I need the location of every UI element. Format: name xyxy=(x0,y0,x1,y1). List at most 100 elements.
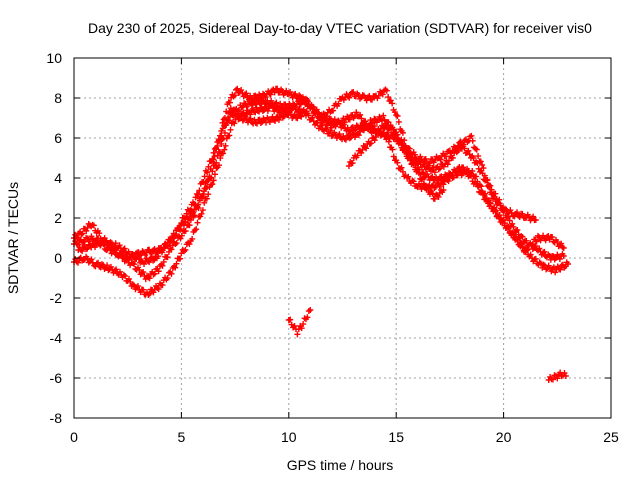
data-point xyxy=(295,326,302,333)
data-point xyxy=(221,129,228,136)
data-point xyxy=(552,269,559,276)
data-point xyxy=(523,237,530,244)
data-point xyxy=(259,108,266,115)
data-point xyxy=(358,149,365,156)
data-point xyxy=(549,234,556,241)
data-point xyxy=(417,153,424,160)
data-point xyxy=(220,135,227,142)
data-point xyxy=(120,246,127,253)
data-point xyxy=(177,235,184,242)
data-point xyxy=(492,209,499,216)
data-point xyxy=(506,217,513,224)
data-point xyxy=(473,173,480,180)
data-point xyxy=(505,224,512,231)
data-point xyxy=(362,118,369,125)
data-point xyxy=(304,96,311,103)
data-point xyxy=(273,99,280,106)
data-point xyxy=(394,112,401,119)
data-point xyxy=(479,161,486,168)
axis-ticks: 0 5 10 15 20 25 -8 -6 -4 -2 0 2 4 6 8 10 xyxy=(46,50,619,445)
data-point xyxy=(560,245,567,251)
data-point xyxy=(210,149,217,156)
data-point xyxy=(78,231,85,238)
y-tick-label: 0 xyxy=(54,250,62,266)
data-point xyxy=(135,283,142,290)
data-point xyxy=(192,194,199,201)
data-point xyxy=(429,190,436,197)
data-point xyxy=(393,112,400,119)
y-tick-label: -8 xyxy=(50,410,63,426)
data-point xyxy=(168,246,175,253)
data-point xyxy=(125,275,132,282)
data-point xyxy=(500,217,507,224)
data-point xyxy=(468,132,475,139)
data-point xyxy=(257,119,264,126)
data-point xyxy=(399,168,406,175)
data-point xyxy=(140,286,147,293)
data-point xyxy=(155,286,162,293)
data-point xyxy=(182,218,189,225)
data-point xyxy=(519,233,526,240)
data-point xyxy=(509,229,516,236)
data-point xyxy=(121,245,128,252)
data-point xyxy=(444,161,451,168)
data-point xyxy=(449,154,456,161)
data-point xyxy=(482,190,489,197)
data-point xyxy=(211,171,218,178)
data-point xyxy=(422,155,429,162)
data-point xyxy=(363,145,370,152)
data-point xyxy=(189,209,196,216)
data-point xyxy=(151,270,158,277)
data-point xyxy=(389,146,396,153)
data-point xyxy=(284,111,291,118)
data-point xyxy=(266,118,273,125)
data-point xyxy=(231,120,238,127)
data-point xyxy=(518,233,525,240)
data-point xyxy=(401,144,408,151)
data-point xyxy=(155,268,162,275)
data-point xyxy=(265,101,272,108)
data-point xyxy=(145,274,152,281)
data-point xyxy=(480,191,487,198)
data-point xyxy=(291,322,298,329)
data-point xyxy=(398,164,405,171)
series-trace-g xyxy=(545,369,569,383)
data-point xyxy=(414,167,421,174)
data-point xyxy=(391,109,398,116)
data-point xyxy=(446,157,453,164)
data-point xyxy=(346,135,353,142)
data-point xyxy=(435,177,442,184)
data-point xyxy=(172,264,179,271)
data-point xyxy=(107,239,114,246)
data-point xyxy=(394,159,401,166)
data-point xyxy=(427,167,434,174)
data-point xyxy=(532,255,539,262)
data-point xyxy=(518,239,525,246)
x-tick-label: 10 xyxy=(281,429,297,445)
data-point xyxy=(533,238,540,245)
data-point xyxy=(341,135,348,142)
data-point xyxy=(540,232,547,239)
data-point xyxy=(519,210,526,217)
data-point xyxy=(554,375,561,382)
data-point xyxy=(416,158,423,165)
data-point xyxy=(308,102,315,109)
y-tick-label: -4 xyxy=(50,330,63,346)
data-point xyxy=(160,258,167,265)
data-point xyxy=(300,321,307,328)
data-point xyxy=(304,314,311,321)
data-point xyxy=(354,152,361,159)
data-point xyxy=(412,155,419,162)
data-point xyxy=(101,265,108,272)
data-point xyxy=(182,227,189,234)
data-point xyxy=(559,244,566,251)
data-point xyxy=(226,99,233,106)
data-point xyxy=(361,144,368,151)
data-point xyxy=(223,121,230,128)
data-point xyxy=(305,112,312,119)
data-point xyxy=(231,92,238,99)
data-point xyxy=(298,325,305,332)
data-point xyxy=(366,123,373,130)
data-point xyxy=(302,95,309,102)
data-point xyxy=(472,145,479,152)
